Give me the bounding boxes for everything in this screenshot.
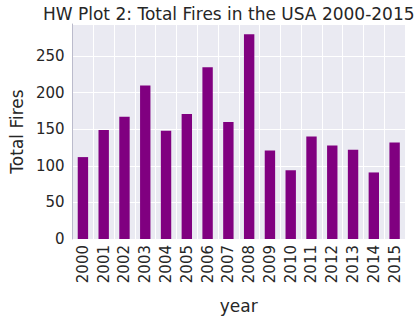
svg-text:2011: 2011 <box>302 245 320 283</box>
svg-text:2002: 2002 <box>115 245 133 283</box>
svg-text:2000: 2000 <box>74 245 92 283</box>
svg-text:Total Fires: Total Fires <box>7 89 27 174</box>
svg-text:2010: 2010 <box>282 245 300 283</box>
svg-text:2004: 2004 <box>157 245 175 283</box>
svg-text:200: 200 <box>36 84 65 102</box>
svg-text:HW Plot 2: Total Fires in the: HW Plot 2: Total Fires in the USA 2000-2… <box>43 4 415 24</box>
svg-text:150: 150 <box>36 120 65 138</box>
svg-text:0: 0 <box>55 230 65 248</box>
svg-text:2009: 2009 <box>261 245 279 283</box>
svg-text:100: 100 <box>36 157 65 175</box>
svg-text:2012: 2012 <box>323 245 341 283</box>
svg-text:2003: 2003 <box>136 245 154 283</box>
svg-text:50: 50 <box>45 193 64 211</box>
svg-text:2005: 2005 <box>178 245 196 283</box>
svg-text:year: year <box>220 296 258 316</box>
svg-text:2001: 2001 <box>95 245 113 283</box>
svg-text:2007: 2007 <box>219 245 237 283</box>
svg-text:2013: 2013 <box>344 245 362 283</box>
svg-text:2015: 2015 <box>386 245 404 283</box>
svg-text:2014: 2014 <box>365 245 383 283</box>
svg-text:250: 250 <box>36 47 65 65</box>
svg-text:2006: 2006 <box>199 245 217 283</box>
svg-text:2008: 2008 <box>240 245 258 283</box>
